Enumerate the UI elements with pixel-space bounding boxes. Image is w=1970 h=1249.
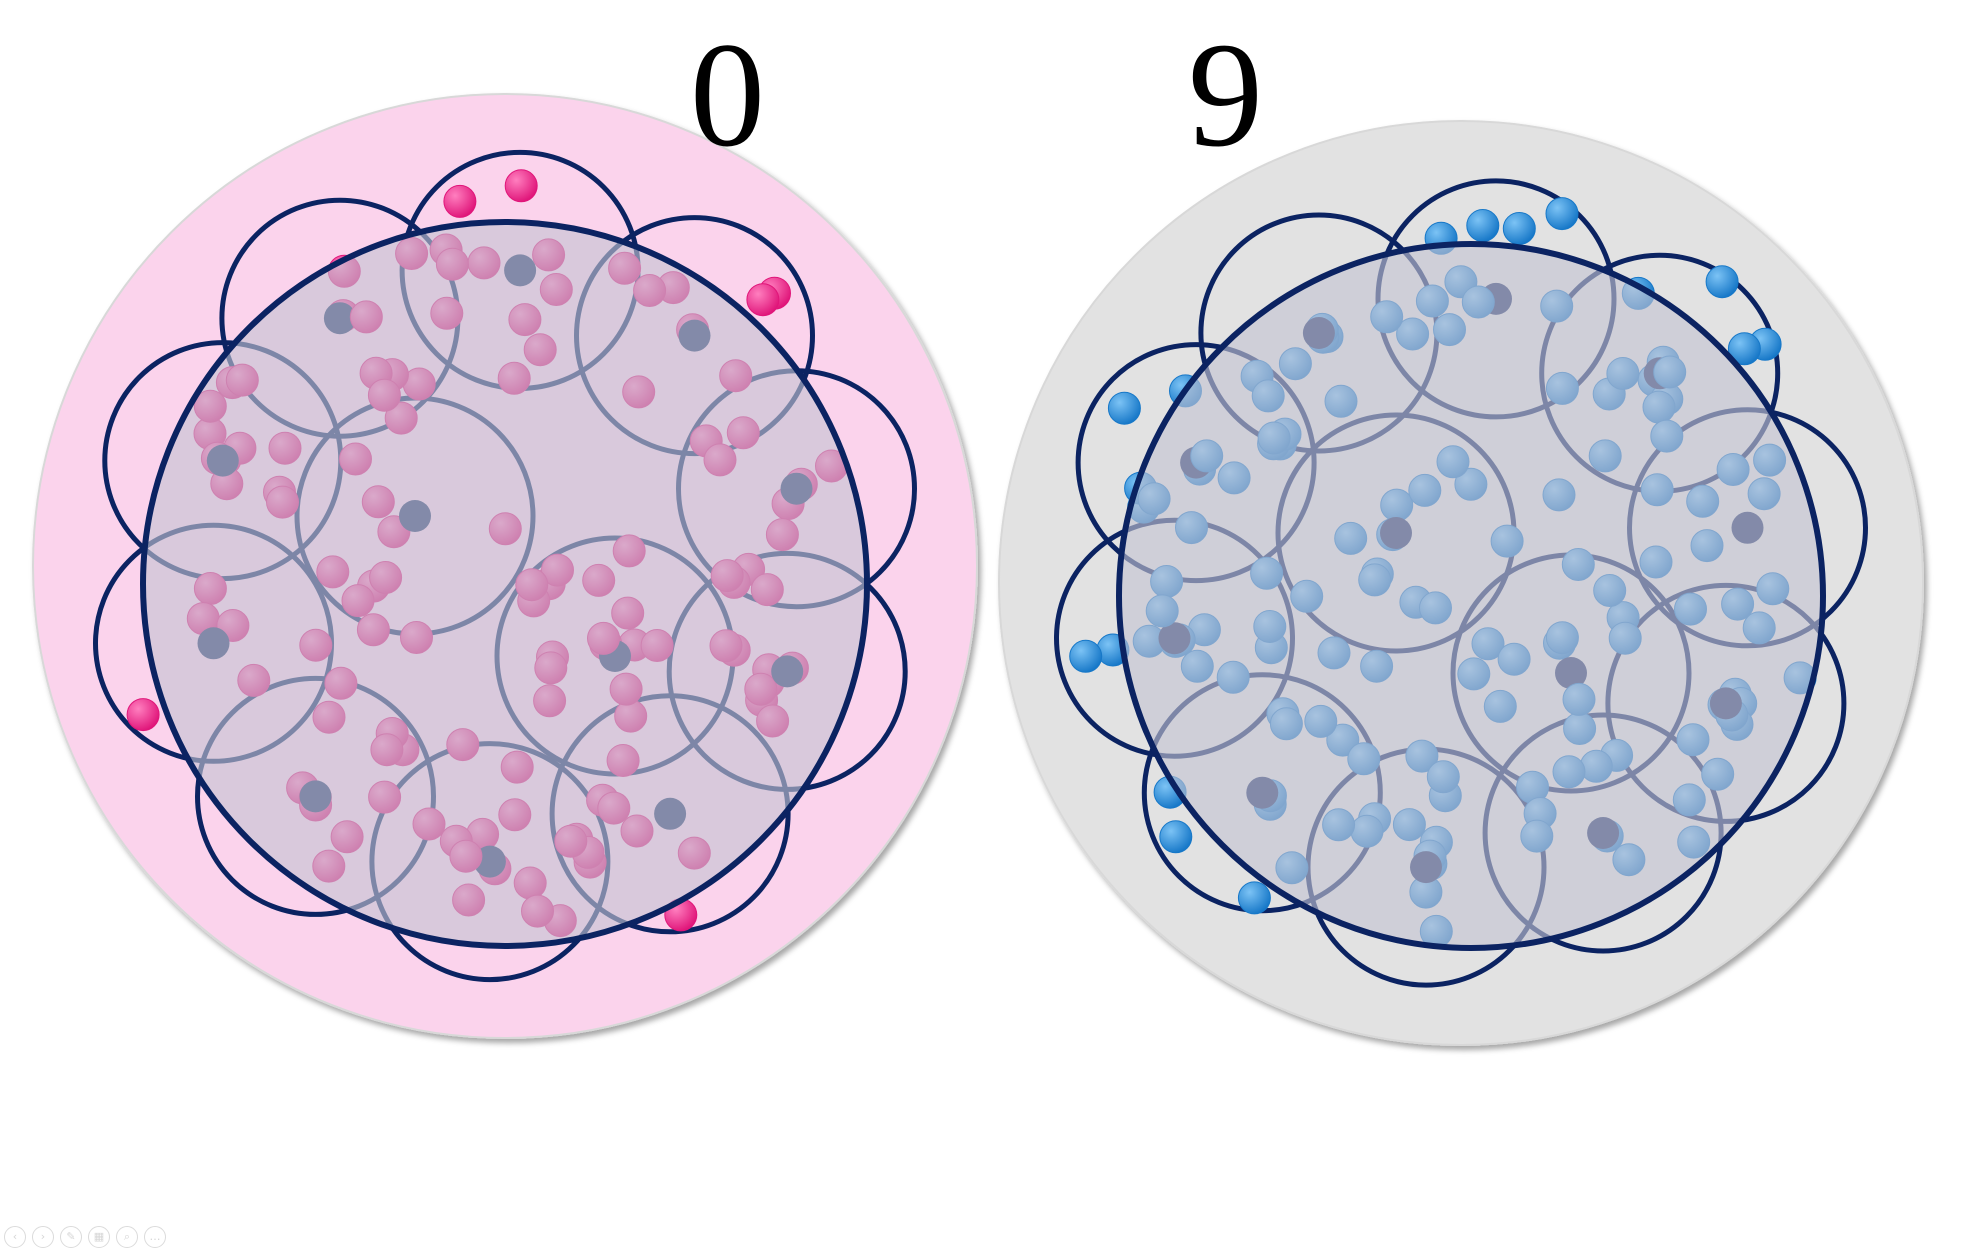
data-point xyxy=(126,698,160,732)
panel-right xyxy=(998,120,1924,1046)
data-point xyxy=(746,283,780,317)
data-point xyxy=(443,184,477,218)
data-point xyxy=(1545,197,1579,231)
data-point xyxy=(1705,265,1739,299)
data-point xyxy=(1237,881,1271,915)
data-point xyxy=(1466,209,1500,242)
label-nine: 9 xyxy=(1188,12,1263,178)
data-point xyxy=(1069,639,1103,673)
data-point xyxy=(1107,391,1141,425)
panel-left xyxy=(32,93,978,1039)
overlay-circle xyxy=(1116,241,1826,951)
data-point xyxy=(1159,820,1193,854)
data-point xyxy=(1727,332,1761,366)
data-point xyxy=(504,169,538,203)
label-zero: 0 xyxy=(690,12,765,178)
overlay-circle xyxy=(140,219,870,949)
data-point xyxy=(1502,212,1536,245)
slide-toolbar[interactable]: ‹ › ✎ ▦ ⌕ … xyxy=(4,1226,166,1248)
